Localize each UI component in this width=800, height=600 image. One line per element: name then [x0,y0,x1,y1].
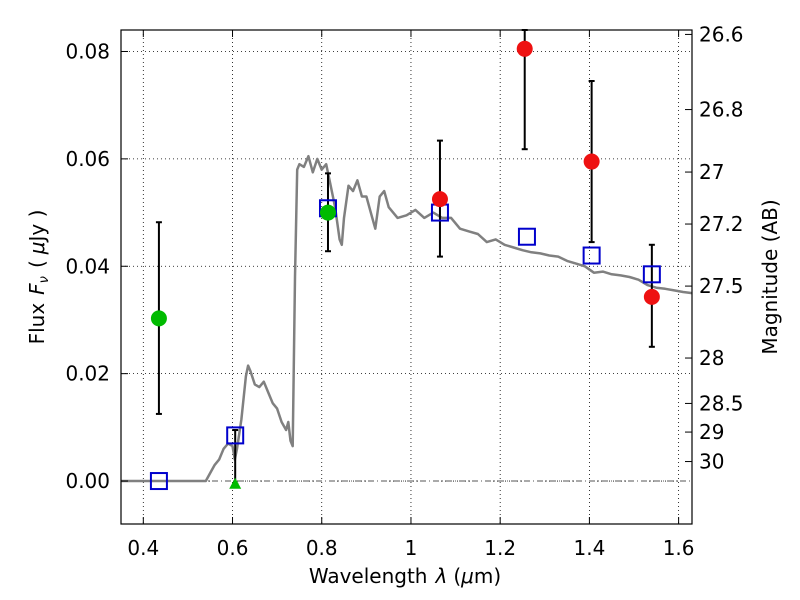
mag-tick-label: 27.2 [699,212,744,236]
mag-tick-label: 29 [699,420,724,444]
mag-tick-label: 27.5 [699,274,744,298]
observed-point-circle [516,40,533,57]
plot-frame [120,29,693,525]
mag-tick-label: 30 [699,450,724,474]
observed-point-circle [643,288,660,305]
mag-tick-label: 28.5 [699,391,744,415]
x-tick-label: 1.4 [573,536,605,560]
errorbars [155,29,655,485]
y-tick-label: 0.02 [65,362,110,386]
model-point-square [582,246,601,265]
mag-tick-label: 28 [699,346,724,370]
model-point-square [149,472,168,491]
tick-labels: 0.4 0.6 0.8 1 1.2 1.4 1.6 0.00 0.02 0.04 0.06 0.08 2… [65,22,743,560]
y2-axis-label: Magnitude (AB) [758,199,782,354]
observed-point-circle [319,204,336,221]
mag-tick-label: 26.6 [699,22,744,46]
x-tick-label: 0.6 [217,536,249,560]
upper-limit-triangle [229,477,242,489]
x-tick-label: 1.2 [484,536,516,560]
y-axis-label: FluxFν(μJy ) [25,210,52,345]
y-tick-label: 0.00 [65,469,110,493]
model-point-square [517,227,536,246]
x-tick-label: 1.6 [663,536,695,560]
x-tick-label: 1 [405,536,418,560]
markers [149,40,661,491]
model-point-square [642,265,661,284]
sed-model-line [121,154,693,483]
mag-tick-label: 27 [699,160,724,184]
grid [121,30,692,524]
x-tick-label: 0.4 [127,536,159,560]
model-point-square [226,426,245,445]
x-tick-label: 0.8 [306,536,338,560]
observed-point-circle [583,153,600,170]
observed-point-circle [150,310,167,327]
y-tick-label: 0.04 [65,254,110,278]
y-tick-label: 0.06 [65,147,110,171]
y-tick-label: 0.08 [65,39,110,63]
x-axis-label: Wavelength λ (μm) [309,564,501,588]
mag-tick-label: 26.8 [699,98,744,122]
observed-point-circle [431,191,448,208]
ticks [121,30,692,524]
